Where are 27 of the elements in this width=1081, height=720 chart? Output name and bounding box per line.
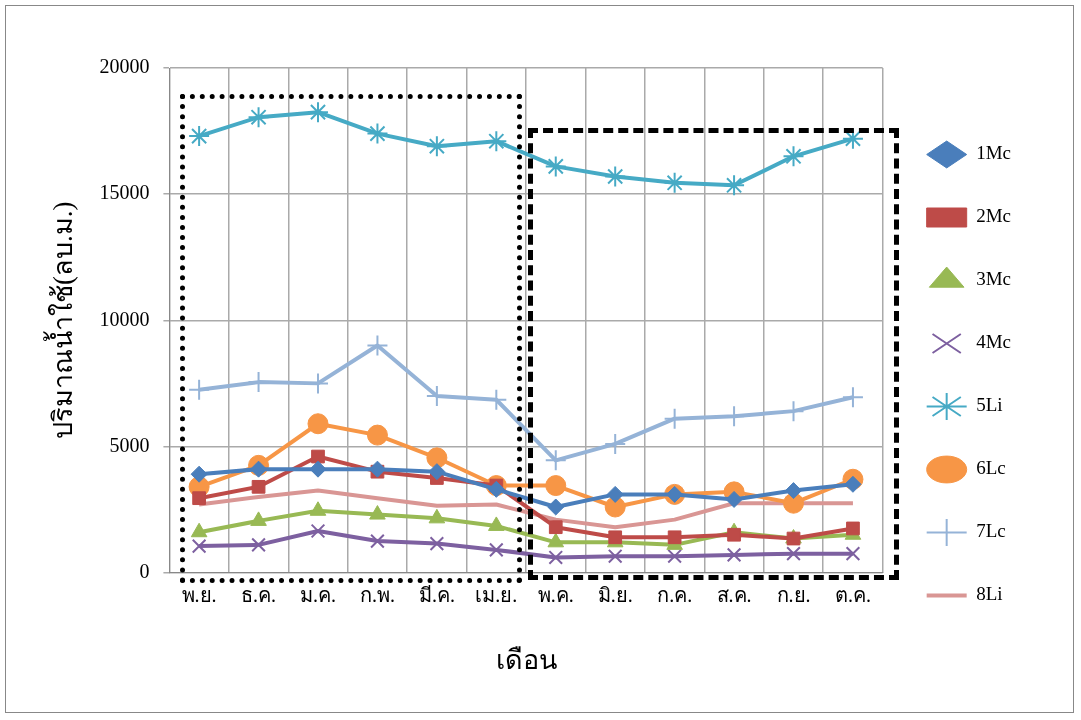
- x-tick-label: ก.พ.: [359, 583, 395, 606]
- x-tick-label: พ.ย.: [181, 583, 217, 606]
- legend-label: 8Li: [976, 583, 1003, 605]
- y-axis-title: ปริมาณน้ำใช้(ลบ.ม.): [43, 201, 79, 440]
- y-tick-label: 0: [139, 559, 150, 582]
- x-tick-label: เม.ย.: [475, 583, 518, 606]
- legend-label: 4Mc: [976, 331, 1011, 353]
- x-tick-label: พ.ค.: [537, 583, 574, 606]
- legend-label: 6Lc: [976, 457, 1006, 479]
- y-tick-label: 20000: [99, 55, 150, 78]
- x-tick-label: ธ.ค.: [241, 583, 277, 606]
- x-tick-label: ม.ค.: [300, 583, 336, 606]
- x-tick-label: ก.ค.: [657, 583, 693, 606]
- legend-label: 1Mc: [976, 142, 1011, 164]
- x-axis-title: เดือน: [495, 644, 557, 675]
- legend-label: 2Mc: [976, 205, 1011, 227]
- x-tick-label: มิ.ย.: [597, 583, 633, 606]
- x-tick-label: มี.ค.: [418, 583, 455, 606]
- y-tick-label: 10000: [99, 307, 150, 330]
- legend-label: 5Li: [976, 394, 1003, 416]
- legend-label: 7Lc: [976, 520, 1006, 542]
- y-tick-label: 5000: [109, 433, 150, 456]
- x-tick-label: ก.ย.: [776, 583, 811, 606]
- x-tick-label: ต.ค.: [834, 583, 871, 606]
- x-tick-label: ส.ค.: [716, 583, 752, 606]
- y-tick-label: 15000: [99, 181, 150, 204]
- legend-label: 3Mc: [976, 268, 1011, 290]
